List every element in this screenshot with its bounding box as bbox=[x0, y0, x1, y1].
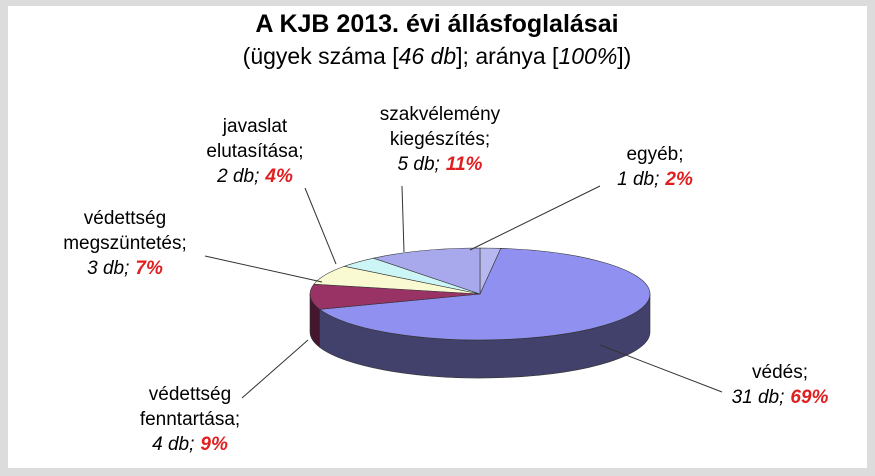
subtitle-part: (ügyek száma [ bbox=[243, 43, 400, 69]
leader-line bbox=[599, 344, 723, 393]
slice bbox=[318, 248, 651, 341]
subtitle-part: ]) bbox=[617, 43, 631, 69]
slice-value: 5 db; 11% bbox=[398, 154, 483, 175]
count-label: 31 db; bbox=[732, 387, 785, 408]
percent-label: 4% bbox=[264, 166, 293, 187]
percent-label: 2% bbox=[664, 169, 693, 190]
percent-label: 9% bbox=[200, 434, 228, 455]
slice-label: szakvélemény bbox=[380, 104, 501, 125]
count-label: 5 db; bbox=[398, 154, 440, 175]
slice-value: 1 db; 2% bbox=[617, 169, 693, 190]
slice-value: 3 db; 7% bbox=[87, 258, 163, 279]
count-label: 2 db; bbox=[216, 166, 259, 187]
slice-label: fenntartása; bbox=[140, 409, 240, 430]
slice-label: védettség bbox=[149, 384, 231, 405]
percent-label: 7% bbox=[135, 258, 163, 279]
slice-label: elutasítása; bbox=[206, 141, 303, 162]
slice-label: kiegészítés; bbox=[390, 129, 490, 150]
leader-line bbox=[401, 185, 405, 253]
leader-line bbox=[241, 339, 309, 399]
count-label: 4 db; bbox=[152, 434, 194, 455]
plot-background bbox=[8, 6, 867, 468]
slice-label: védettség bbox=[84, 208, 166, 229]
count-label: 1 db; bbox=[617, 169, 659, 190]
subtitle-part: ]; aránya [ bbox=[456, 43, 559, 69]
slice-label: megszüntetés; bbox=[63, 233, 187, 254]
leader-line bbox=[304, 187, 337, 265]
percent-label: 11% bbox=[446, 154, 483, 175]
subtitle-part: 46 db bbox=[399, 43, 457, 69]
slice-label: javaslat bbox=[222, 116, 288, 137]
slice-label: egyéb; bbox=[626, 144, 683, 165]
slice-label: védés; bbox=[752, 362, 808, 383]
chart-title: A KJB 2013. évi állásfoglalásai bbox=[255, 10, 618, 38]
count-label: 3 db; bbox=[87, 258, 129, 279]
leader-line bbox=[469, 185, 601, 251]
slice-value: 31 db; 69% bbox=[732, 387, 829, 408]
leader-line bbox=[204, 255, 323, 283]
subtitle-part: 100% bbox=[558, 43, 617, 69]
slice-value: 4 db; 9% bbox=[152, 434, 228, 455]
chart-subtitle: (ügyek száma [46 db]; aránya [100%]) bbox=[243, 43, 632, 69]
slice-value: 2 db; 4% bbox=[216, 166, 293, 187]
percent-label: 69% bbox=[790, 387, 828, 408]
slice bbox=[309, 283, 481, 310]
